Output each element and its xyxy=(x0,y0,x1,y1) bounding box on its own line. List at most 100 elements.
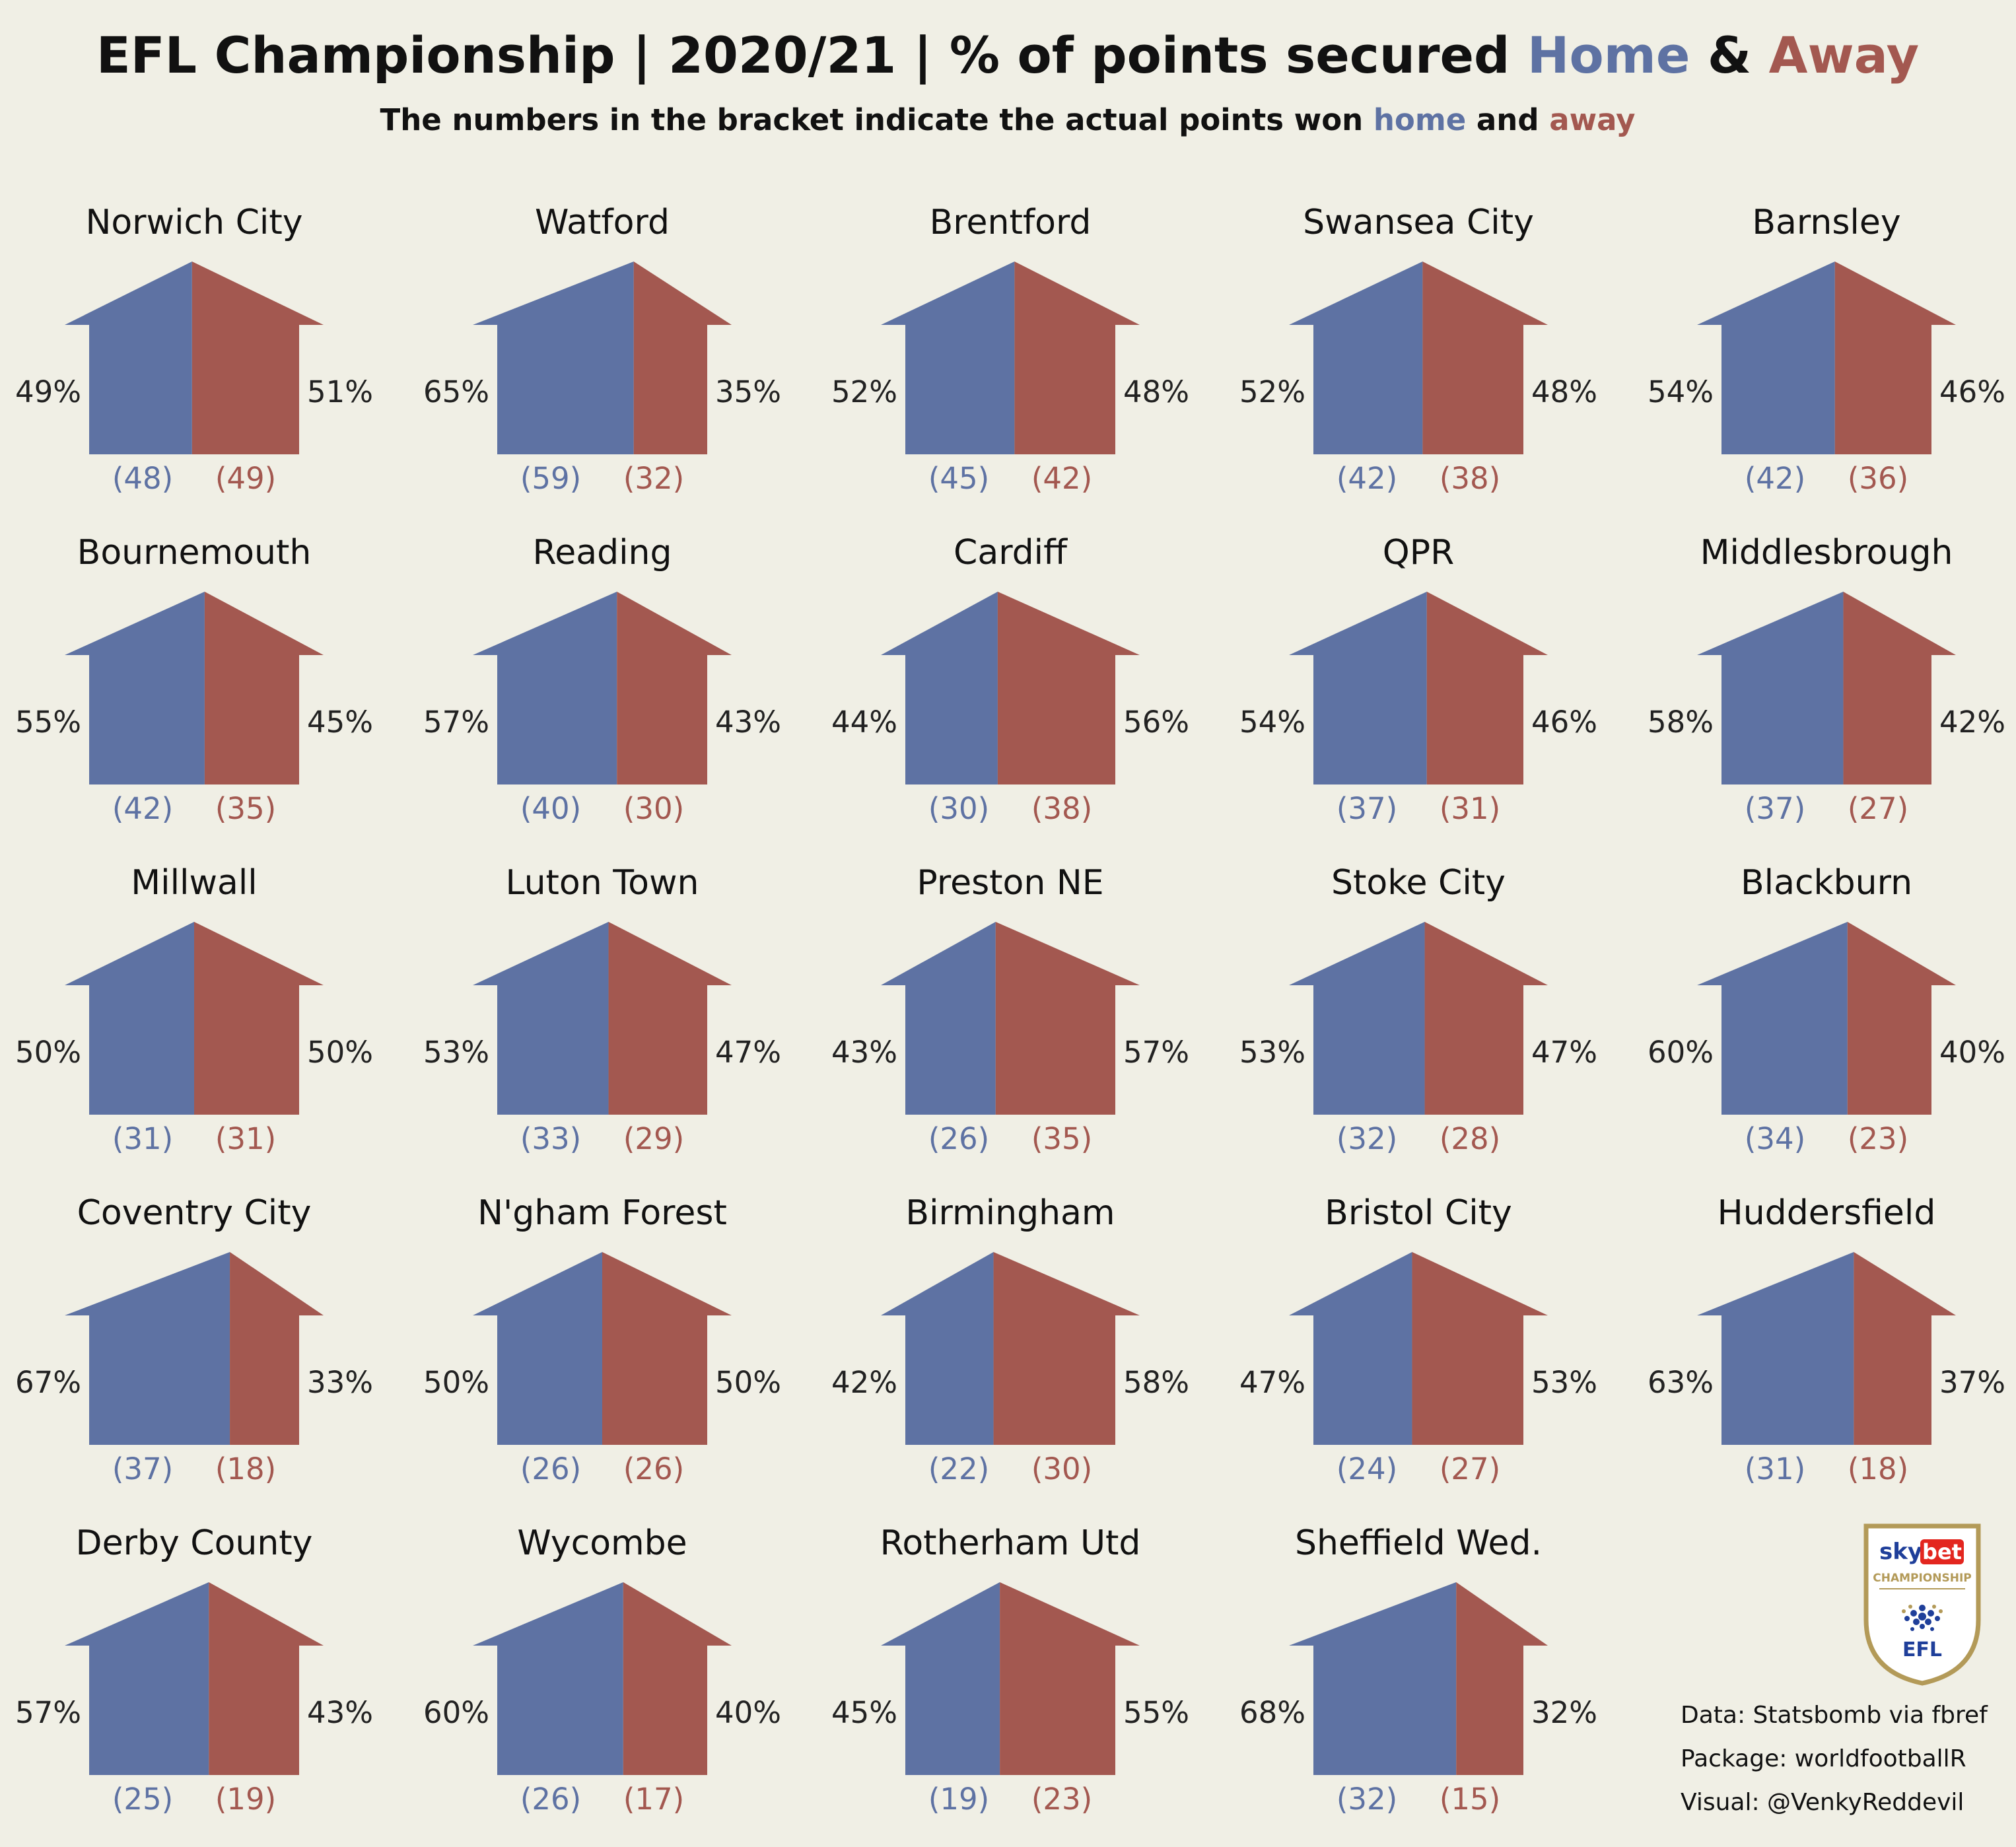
credits: Data: Statsbomb via fbref Package: world… xyxy=(1681,1694,1988,1825)
team-name-label: Watford xyxy=(535,203,670,242)
away-bar xyxy=(608,922,732,1115)
home-bar xyxy=(65,922,194,1115)
away-points-label: (23) xyxy=(1031,1782,1092,1817)
away-bar xyxy=(1847,922,1956,1115)
away-pct-label: 48% xyxy=(1531,374,1597,409)
home-points-label: (45) xyxy=(928,461,989,496)
home-points-label: (31) xyxy=(112,1121,173,1156)
home-bar xyxy=(65,261,192,454)
home-bar xyxy=(1289,1252,1412,1445)
home-bar xyxy=(1289,922,1425,1115)
team-house: Reading 57% 43% (40) (30) xyxy=(423,533,781,826)
home-points-label: (26) xyxy=(520,1451,581,1486)
logo-competition: CHAMPIONSHIP xyxy=(1873,1572,1972,1585)
home-points-label: (42) xyxy=(112,791,173,826)
home-pct-label: 60% xyxy=(423,1695,489,1730)
home-points-label: (42) xyxy=(1745,461,1805,496)
efl-ball-icon xyxy=(1902,1605,1943,1631)
home-points-label: (37) xyxy=(1745,791,1805,826)
away-bar xyxy=(1834,261,1956,454)
away-points-label: (35) xyxy=(215,791,276,826)
team-name-label: Coventry City xyxy=(77,1193,312,1233)
home-points-label: (40) xyxy=(520,791,581,826)
away-pct-label: 33% xyxy=(307,1365,373,1400)
home-pct-label: 57% xyxy=(423,705,489,740)
subtitle-and: and xyxy=(1466,102,1549,137)
home-bar xyxy=(1697,592,1844,784)
logo-league: EFL xyxy=(1902,1638,1942,1661)
subtitle-home-word: home xyxy=(1373,102,1466,137)
team-name-label: Norwich City xyxy=(85,203,302,242)
away-pct-label: 45% xyxy=(307,705,373,740)
away-pct-label: 53% xyxy=(1531,1365,1597,1400)
team-house: Blackburn 60% 40% (34) (23) xyxy=(1648,863,2005,1156)
away-pct-label: 35% xyxy=(715,374,781,409)
home-pct-label: 65% xyxy=(423,374,489,409)
away-points-label: (26) xyxy=(623,1451,684,1486)
away-points-label: (27) xyxy=(1440,1451,1500,1486)
home-bar xyxy=(65,1582,209,1775)
home-pct-label: 55% xyxy=(15,705,81,740)
home-pct-label: 50% xyxy=(15,1035,81,1070)
team-house: Stoke City 53% 47% (32) (28) xyxy=(1239,863,1597,1156)
home-bar xyxy=(881,922,996,1115)
home-pct-label: 53% xyxy=(423,1035,489,1070)
home-points-label: (48) xyxy=(112,461,173,496)
team-name-label: Reading xyxy=(532,533,672,573)
logo-bet: bet xyxy=(1922,1539,1962,1564)
away-points-label: (15) xyxy=(1440,1782,1500,1817)
subtitle-prefix: The numbers in the bracket indicate the … xyxy=(380,102,1373,137)
away-bar xyxy=(230,1252,324,1445)
away-pct-label: 40% xyxy=(715,1695,781,1730)
home-points-label: (25) xyxy=(112,1782,173,1817)
team-name-label: Bournemouth xyxy=(77,533,312,573)
home-bar xyxy=(881,1252,994,1445)
home-pct-label: 63% xyxy=(1648,1365,1714,1400)
home-points-label: (42) xyxy=(1337,461,1397,496)
away-bar xyxy=(204,592,324,784)
team-house: Cardiff 44% 56% (30) (38) xyxy=(831,533,1189,826)
away-bar xyxy=(1456,1582,1548,1775)
away-bar xyxy=(1424,922,1548,1115)
home-bar xyxy=(881,1582,1000,1775)
away-pct-label: 56% xyxy=(1123,705,1189,740)
home-points-label: (33) xyxy=(520,1121,581,1156)
home-pct-label: 45% xyxy=(831,1695,897,1730)
home-pct-label: 54% xyxy=(1648,374,1714,409)
away-points-label: (38) xyxy=(1440,461,1500,496)
away-bar xyxy=(1854,1252,1956,1445)
team-name-label: Millwall xyxy=(131,863,258,903)
away-bar xyxy=(1014,261,1140,454)
away-points-label: (31) xyxy=(1440,791,1500,826)
away-pct-label: 48% xyxy=(1123,374,1189,409)
home-bar xyxy=(881,592,998,784)
team-name-label: Blackburn xyxy=(1741,863,1912,903)
home-pct-label: 52% xyxy=(831,374,897,409)
home-bar xyxy=(473,1582,623,1775)
away-points-label: (30) xyxy=(1031,1451,1092,1486)
team-house: Watford 65% 35% (59) (32) xyxy=(423,203,781,496)
away-pct-label: 37% xyxy=(1939,1365,2005,1400)
home-points-label: (37) xyxy=(1337,791,1397,826)
logo-sky: sky xyxy=(1879,1539,1922,1565)
away-pct-label: 47% xyxy=(1531,1035,1597,1070)
away-pct-label: 50% xyxy=(715,1365,781,1400)
home-pct-label: 60% xyxy=(1648,1035,1714,1070)
away-bar xyxy=(1412,1252,1548,1445)
home-pct-label: 57% xyxy=(15,1695,81,1730)
team-name-label: Derby County xyxy=(76,1523,313,1563)
team-house: Derby County 57% 43% (25) (19) xyxy=(15,1523,373,1817)
home-bar xyxy=(65,1252,230,1445)
away-pct-label: 40% xyxy=(1939,1035,2005,1070)
home-points-label: (31) xyxy=(1745,1451,1805,1486)
team-houses: Norwich City 49% 51% (48) (49) Watford 65% 35% (… xyxy=(15,203,2005,1817)
team-house: Preston NE 43% 57% (26) (35) xyxy=(831,863,1189,1156)
title-prefix: EFL Championship | 2020/21 | % of points… xyxy=(96,26,1527,85)
home-pct-label: 43% xyxy=(831,1035,897,1070)
away-pct-label: 46% xyxy=(1531,705,1597,740)
away-pct-label: 58% xyxy=(1123,1365,1189,1400)
team-name-label: Barnsley xyxy=(1752,203,1900,242)
away-bar xyxy=(1000,1582,1140,1775)
away-pct-label: 47% xyxy=(715,1035,781,1070)
